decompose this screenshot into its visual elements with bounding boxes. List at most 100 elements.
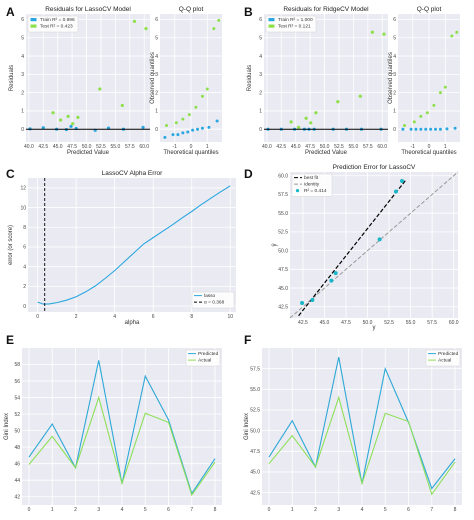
F-lines-ytick-label: 50.0	[250, 428, 260, 434]
D-prediction-error-xtick-label: 47.5	[341, 320, 351, 326]
D-prediction-error-point	[333, 271, 338, 276]
A-qq-ytick-label: 0	[155, 127, 158, 133]
B-residuals-point	[382, 32, 386, 36]
C-alpha-ytick-label: 12	[20, 186, 26, 192]
B-qq-ytick-label: 1	[393, 109, 396, 115]
B-qq-xtick-label: -1	[410, 144, 415, 150]
A-residuals-xtick-label: 50.0	[82, 144, 92, 150]
A-residuals-ytick-label: 0	[21, 127, 24, 133]
D-prediction-error-xtick-label: 50.0	[363, 320, 373, 326]
legend-label: lasso	[204, 293, 216, 299]
legend-label: Predicted	[198, 351, 219, 357]
E-lines-xtick-label: 5	[144, 507, 147, 513]
A-qq-point	[176, 133, 180, 137]
E-lines-line-actual	[28, 395, 216, 497]
D-prediction-error-point	[393, 189, 398, 194]
B-residuals-ytick-label: 5	[259, 35, 262, 41]
A-residuals-ytick-label: 1	[21, 109, 24, 115]
B-residuals-point	[304, 116, 308, 120]
D-prediction-error-ylabel: ŷ	[272, 244, 278, 247]
D-prediction-error-title: Prediction Error for LassoCV	[333, 164, 416, 171]
C-alpha-ytick-label: 0	[23, 304, 26, 310]
E-lines-ytick-label: 46	[14, 461, 20, 467]
A-residuals-point	[66, 114, 70, 118]
A-residuals-ytick-label: 4	[21, 54, 24, 60]
A-residuals-xlabel: Predicted Value	[67, 150, 110, 156]
A-qq-point	[163, 135, 167, 139]
D-prediction-error-ytick-label: 60.0	[278, 173, 288, 179]
D-prediction-error-point	[310, 298, 315, 303]
B-residuals-point	[336, 100, 340, 104]
C-alpha-xtick-label: 8	[190, 314, 193, 320]
legend-swatch	[30, 24, 37, 28]
B-residuals-xtick-label: 55.0	[349, 144, 359, 150]
B-qq-point	[438, 91, 442, 95]
B-qq-xtick-label: 0	[428, 144, 431, 150]
A-qq-xlabel: Theoretical quantiles	[163, 150, 218, 156]
C-alpha-ytick-label: 2	[23, 284, 26, 290]
A-qq-point	[181, 131, 185, 135]
A-qq-point	[194, 105, 198, 109]
A-residuals-xtick-label: 45.0	[53, 144, 63, 150]
legend-label: Train R² = 0.996	[40, 17, 75, 23]
A-qq-point	[187, 113, 191, 117]
E-lines-xtick-label: 8	[214, 507, 217, 513]
legend-box	[191, 291, 235, 309]
A-qq-point	[171, 133, 175, 137]
B-qq-xtick-label: 1	[444, 144, 447, 150]
C-alpha-xtick-label: 4	[113, 314, 116, 320]
C-alpha-ytick-label: 6	[23, 245, 26, 251]
E-lines-xtick-label: 7	[190, 507, 193, 513]
A-qq-point	[207, 125, 211, 129]
F-lines-ytick-label: 42.5	[250, 490, 260, 496]
legend-box	[291, 173, 333, 197]
legend-label: best fit	[304, 175, 319, 181]
panel-label-b: B	[244, 5, 253, 19]
B-residuals-point	[289, 120, 293, 124]
A-residuals-point	[51, 111, 55, 115]
A-qq-ytick-label: 5	[155, 35, 158, 41]
E-lines-xtick-label: 2	[74, 507, 77, 513]
F-lines-ylabel: Gini Index	[244, 413, 250, 440]
panel-label-d: D	[244, 167, 253, 181]
D-prediction-error-best-fit-line	[298, 179, 407, 317]
A-qq-point	[181, 117, 185, 121]
A-qq-ytick-label: 3	[155, 72, 158, 78]
A-residuals-point	[120, 103, 124, 108]
A-residuals-point	[59, 118, 63, 122]
D-prediction-error-point	[400, 178, 404, 183]
E-lines-ytick-label: 52	[14, 412, 20, 418]
B-qq-ytick-label: 0	[393, 127, 396, 133]
B-qq-ytick-label: 5	[393, 35, 396, 41]
B-qq-point	[438, 127, 442, 131]
legend-swatch	[268, 24, 275, 28]
B-qq-chart: -1 0 1 0 1 2 3 4 5 6 Q-Q plot Theoretical quantiles…	[388, 6, 460, 156]
B-residuals-point	[297, 125, 301, 129]
D-prediction-error-chart: 42.5 45.0 47.5 50.0 52.5 55.0 57.5 60.0 42.5 45.0…	[272, 164, 459, 331]
D-prediction-error-ytick-label: 45.0	[278, 286, 288, 292]
F-lines-line-actual	[268, 395, 456, 496]
B-residuals-chart: 40.0 42.5 45.0 47.5 50.0 52.5 55.0 57.5 60.0 0 1 2 3…	[247, 6, 388, 156]
E-lines-ytick-label: 54	[14, 395, 20, 401]
B-residuals-xlabel: Predicted Value	[305, 150, 348, 156]
legend-label: Predicted	[438, 351, 459, 357]
F-lines-xtick-label: 1	[291, 507, 294, 513]
panel-label-a: A	[6, 5, 15, 19]
A-residuals-ytick-label: 2	[21, 90, 24, 96]
E-lines-ylabel: Gini Index	[4, 413, 10, 440]
B-qq-point	[419, 114, 423, 118]
C-alpha-xtick-label: 0	[36, 314, 39, 320]
B-qq-point	[455, 30, 459, 34]
B-residuals-xtick-label: 60.0	[377, 144, 387, 150]
A-qq-point	[205, 87, 209, 91]
legend-label: Train R² = 1.000	[278, 17, 313, 23]
E-lines-ytick-label: 50	[14, 428, 20, 434]
B-residuals-ylabel: Residuals	[247, 65, 253, 91]
E-lines-ytick-label: 58	[14, 362, 20, 368]
legend-label: Actual	[198, 358, 211, 364]
D-prediction-error-xtick-label: 42.5	[298, 320, 308, 326]
B-residuals-title: Residuals for RidgeCV Model	[283, 6, 369, 13]
C-alpha-xtick-label: 6	[152, 314, 155, 320]
B-qq-ylabel: Observed quantiles	[388, 52, 394, 104]
